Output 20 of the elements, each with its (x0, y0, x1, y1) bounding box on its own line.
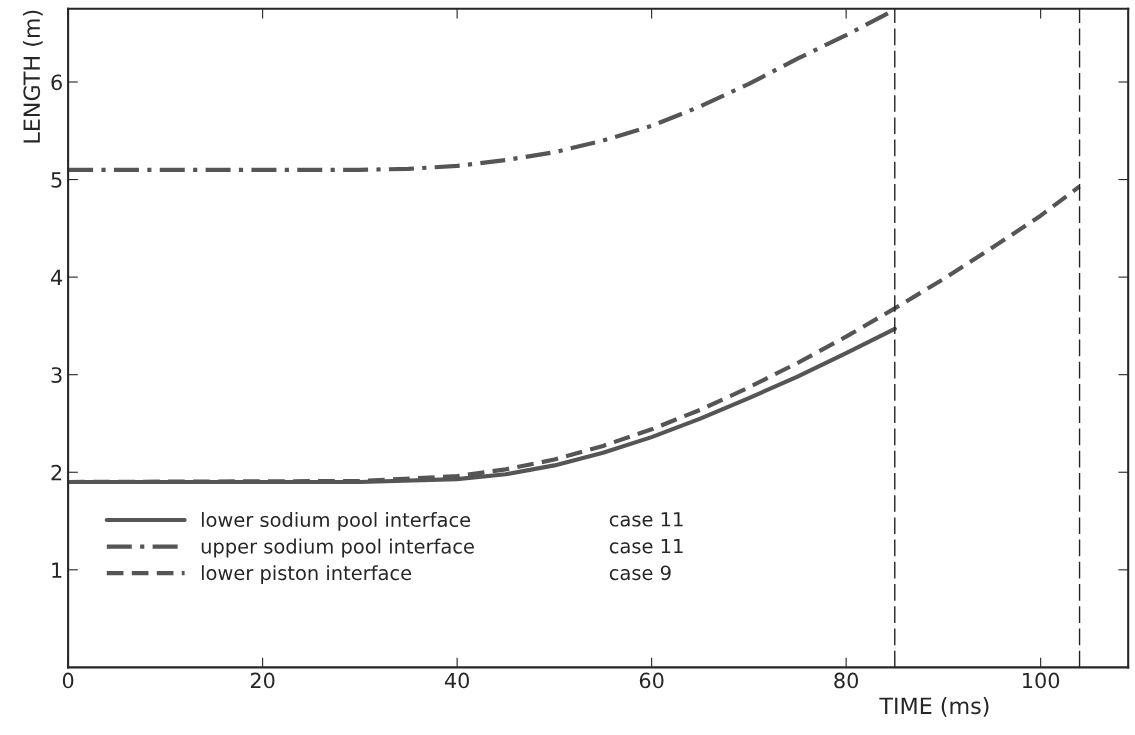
y-tick-label: 6 (51, 74, 62, 91)
x-tick-label: 0 (62, 672, 74, 689)
y-axis-title: LENGTH (m) (22, 10, 43, 143)
annotation: case 9 (609, 565, 671, 581)
legend-label: upper sodium pool interface (201, 538, 474, 558)
x-tick-label: 60 (639, 672, 664, 689)
x-tick-label: 20 (250, 672, 275, 689)
legend-label: lower sodium pool interface (201, 512, 471, 531)
x-tick-label: 80 (834, 672, 859, 689)
y-tick-label: 3 (51, 367, 62, 383)
y-tick-label: 1 (52, 562, 62, 578)
legend-label: lower piston interface (201, 565, 412, 585)
annotation: case 11 (609, 512, 683, 527)
y-tick-label: 4 (51, 269, 63, 286)
annotation: case 11 (609, 538, 683, 554)
y-tick-label: 5 (51, 172, 62, 188)
y-tick-label: 2 (51, 464, 62, 481)
x-axis-title: TIME (ms) (879, 697, 989, 717)
x-tick-label: 100 (1023, 672, 1060, 689)
x-tick-label: 40 (444, 672, 469, 689)
